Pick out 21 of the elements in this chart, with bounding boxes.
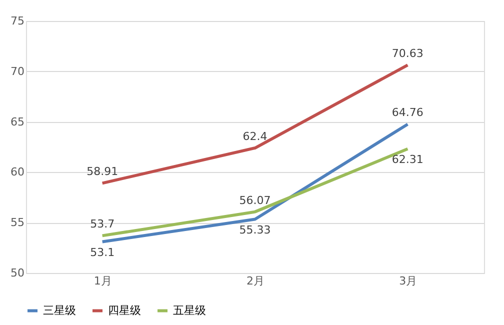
- legend-label: 三星级: [43, 304, 76, 317]
- y-tick-label: 50: [10, 266, 24, 280]
- data-label: 53.7: [90, 218, 115, 231]
- data-label: 70.63: [392, 47, 424, 60]
- legend-label: 四星级: [108, 304, 141, 317]
- data-label: 56.07: [239, 194, 271, 207]
- data-label: 62.4: [242, 130, 268, 144]
- x-tick-label: 2月: [246, 274, 264, 288]
- data-label: 53.1: [90, 246, 115, 259]
- data-label: 55.33: [239, 223, 271, 236]
- y-tick-label: 65: [10, 115, 24, 128]
- y-tick-label: 60: [10, 166, 24, 179]
- data-label: 58.91: [86, 165, 118, 178]
- y-tick-label: 70: [10, 64, 24, 78]
- x-tick-label: 3月: [399, 274, 418, 288]
- y-tick-label: 75: [10, 14, 24, 28]
- x-tick-label: 1月: [94, 274, 112, 288]
- y-tick-label: 55: [10, 216, 24, 230]
- data-label: 62.31: [392, 152, 424, 166]
- data-label: 64.76: [392, 106, 424, 120]
- legend-label: 五星级: [173, 304, 206, 317]
